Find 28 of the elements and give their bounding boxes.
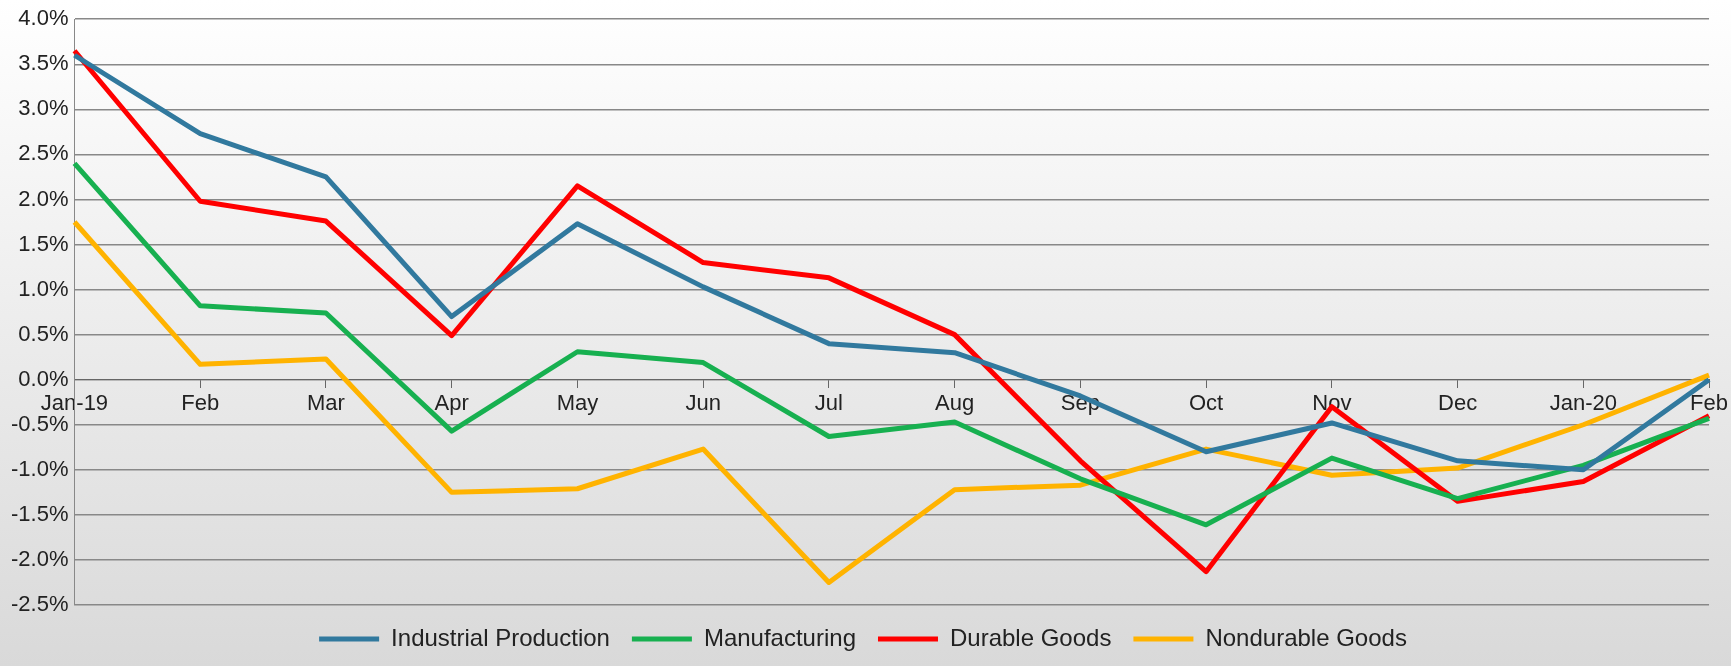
x-tick-label: Jan-20 [1549, 389, 1617, 415]
y-tick-label: 4.0% [18, 5, 69, 31]
y-tick-label: -1.0% [10, 455, 69, 481]
x-tick-label: Mar [307, 389, 345, 415]
y-tick-label: -1.5% [10, 500, 69, 526]
y-tick-label: -2.0% [10, 546, 69, 571]
legend-label: Durable Goods [949, 623, 1112, 651]
x-tick-label: May [556, 389, 599, 415]
y-tick-label: 3.5% [18, 50, 69, 76]
y-tick-label: 0.0% [18, 365, 69, 391]
x-tick-label: Feb [1690, 389, 1729, 415]
y-tick-label: 1.0% [18, 275, 69, 301]
y-tick-label: 2.5% [18, 140, 69, 166]
x-tick-label: Jul [814, 389, 843, 415]
y-tick-label: 3.0% [18, 95, 69, 121]
y-tick-label: -2.5% [10, 591, 69, 617]
x-tick-label: Jun [685, 389, 721, 415]
y-tick-label: 0.5% [18, 320, 69, 346]
legend-label: Manufacturing [703, 623, 856, 651]
y-tick-label: 2.0% [18, 185, 69, 211]
x-tick-label: Feb [181, 389, 220, 415]
x-tick-label: Aug [935, 389, 975, 415]
x-tick-label: Dec [1438, 389, 1478, 415]
x-tick-label: Oct [1188, 389, 1224, 415]
x-tick-label: Apr [434, 389, 469, 415]
legend-label: Industrial Production [391, 623, 610, 651]
y-tick-label: 1.5% [18, 230, 69, 256]
legend-label: Nondurable Goods [1205, 623, 1407, 651]
